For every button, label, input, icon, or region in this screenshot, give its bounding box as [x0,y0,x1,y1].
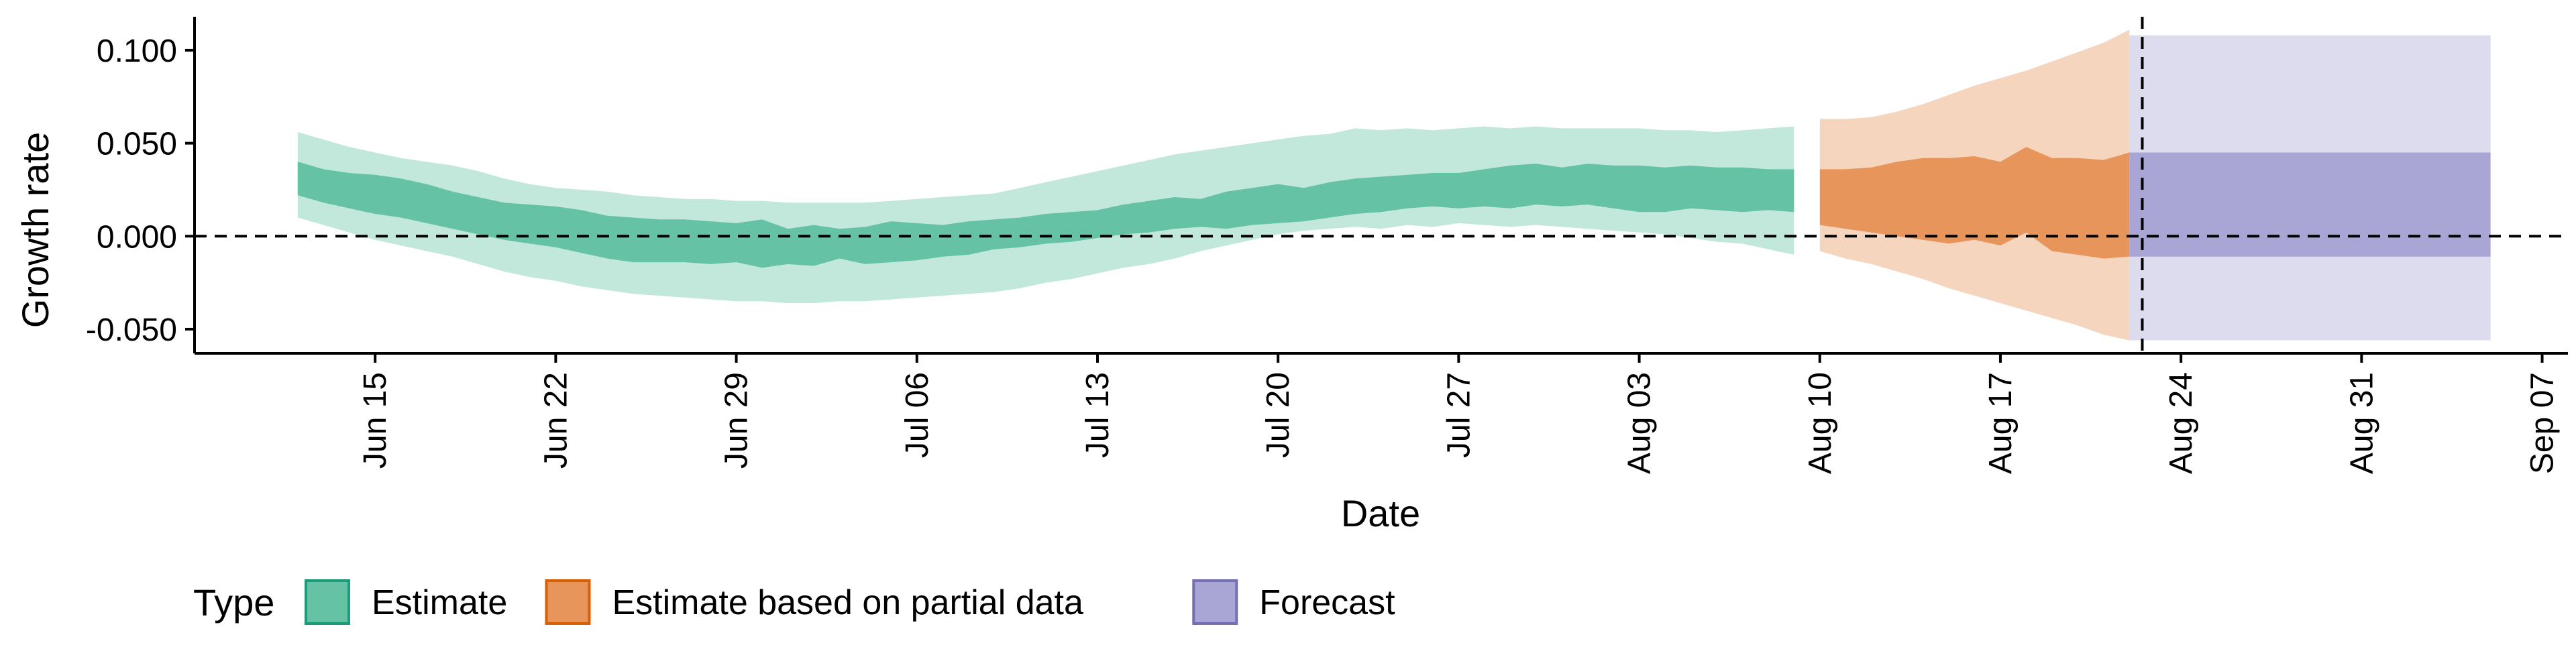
bands-layer [297,30,2491,341]
axes-layer [193,17,2568,355]
legend-label-estimate-based-on-partial-data: Estimate based on partial data [612,583,1083,622]
x-tick-label: Jul 20 [1260,372,1296,458]
legend-label-estimate: Estimate [372,583,507,622]
y-tick-label: 0.000 [97,219,177,255]
legend-title: Type [193,581,274,624]
x-tick-label: Aug 24 [2163,372,2199,474]
legend-key-forecast [1192,579,1238,625]
x-tick-label: Jun 29 [719,372,755,469]
legend-key-estimate [305,579,350,625]
x-tick-label: Jul 27 [1441,372,1477,458]
x-tick-label: Jun 15 [358,372,393,469]
legend-key-estimate-based-on-partial-data [545,579,591,625]
x-axis-title: Date [1341,492,1420,534]
x-tick-label: Aug 10 [1803,372,1838,474]
y-tick-label: -0.050 [86,312,177,348]
x-tick-label: Aug 31 [2344,372,2379,474]
reference-lines [195,17,2568,353]
x-tick-label: Aug 17 [1983,372,2019,474]
estimate-band-50 [297,162,1794,268]
y-tick-label: 0.050 [97,127,177,162]
x-tick-label: Sep 07 [2525,372,2561,474]
x-ticks: Jun 15 Jun 22 Jun 29 Jul 06 Jul 13 Jul 20 Jul … [358,353,2561,474]
x-tick-label: Aug 03 [1622,372,1658,474]
y-ticks: -0.050 0.000 0.050 0.100 [86,34,195,348]
forecast-band-50 [2129,152,2491,257]
legend-label-forecast: Forecast [1259,583,1395,622]
estimate-based-on-partial-data-band-50 [1819,147,2130,259]
y-axis-title: Growth rate [14,132,56,329]
x-tick-label: Jul 13 [1080,372,1116,458]
y-tick-label: 0.100 [97,34,177,69]
legend: Type Estimate Estimate based on partial d… [193,579,1395,625]
x-tick-label: Jul 06 [900,372,935,458]
x-tick-label: Jun 22 [538,372,574,469]
